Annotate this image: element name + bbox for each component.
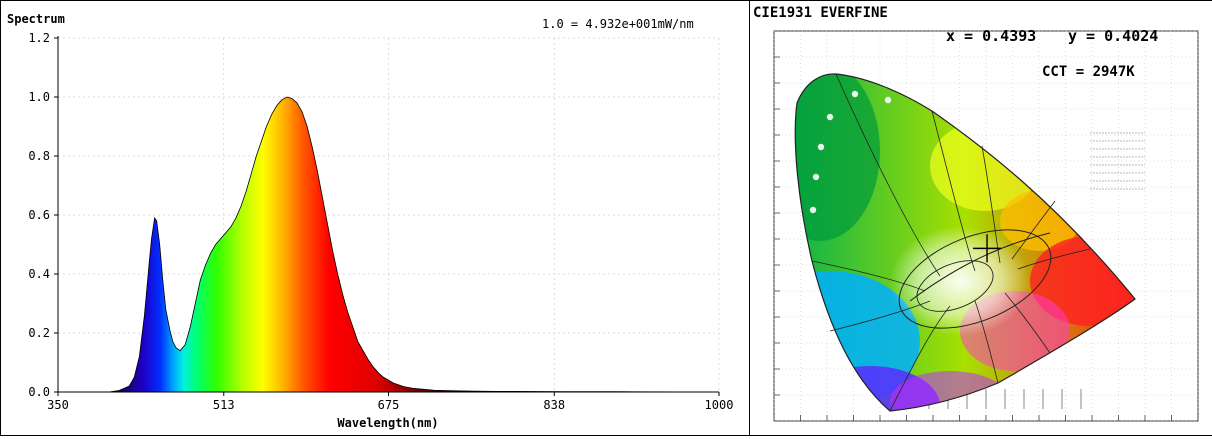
cie-panel: CIE1931 EVERFINE x = 0.4393 y = 0.4024 C… xyxy=(749,1,1212,435)
x-tick-label: 675 xyxy=(378,398,400,412)
x-tick-label: 838 xyxy=(543,398,565,412)
chromaticity-marker xyxy=(973,234,1002,263)
y-tick-label: 1.2 xyxy=(28,31,50,45)
spectrum-scale-note: 1.0 = 4.932e+001mW/nm xyxy=(542,17,694,31)
cie-y-value: y = 0.4024 xyxy=(1068,27,1158,45)
spectrum-x-axis-label: Wavelength(nm) xyxy=(337,416,438,430)
cie-x-value: x = 0.4393 xyxy=(946,27,1036,45)
y-tick-label: 0.8 xyxy=(28,149,50,163)
y-tick-label: 0.2 xyxy=(28,326,50,340)
spectrum-title: Spectrum xyxy=(7,12,65,26)
y-tick-label: 0.4 xyxy=(28,267,50,281)
cie-diagram: CIE1931 EVERFINE x = 0.4393 y = 0.4024 C… xyxy=(753,5,1199,422)
spectrum-panel: 0.0 0.2 0.4 0.6 0.8 1.0 1.2 350 513 675 838 1000 Sp… xyxy=(1,1,748,435)
y-tick-label: 0.0 xyxy=(28,385,50,399)
x-tick-label: 513 xyxy=(213,398,235,412)
cie-title: CIE1931 EVERFINE xyxy=(753,5,888,21)
x-tick-label: 1000 xyxy=(705,398,734,412)
x-tick-label: 350 xyxy=(47,398,69,412)
cie-cct-value: CCT = 2947K xyxy=(1042,64,1135,80)
spectrum-chart: 0.0 0.2 0.4 0.6 0.8 1.0 1.2 350 513 675 838 1000 Sp… xyxy=(7,12,734,430)
y-tick-label: 1.0 xyxy=(28,90,50,104)
spectrum-series-area xyxy=(58,96,720,393)
y-tick-label: 0.6 xyxy=(28,208,50,222)
